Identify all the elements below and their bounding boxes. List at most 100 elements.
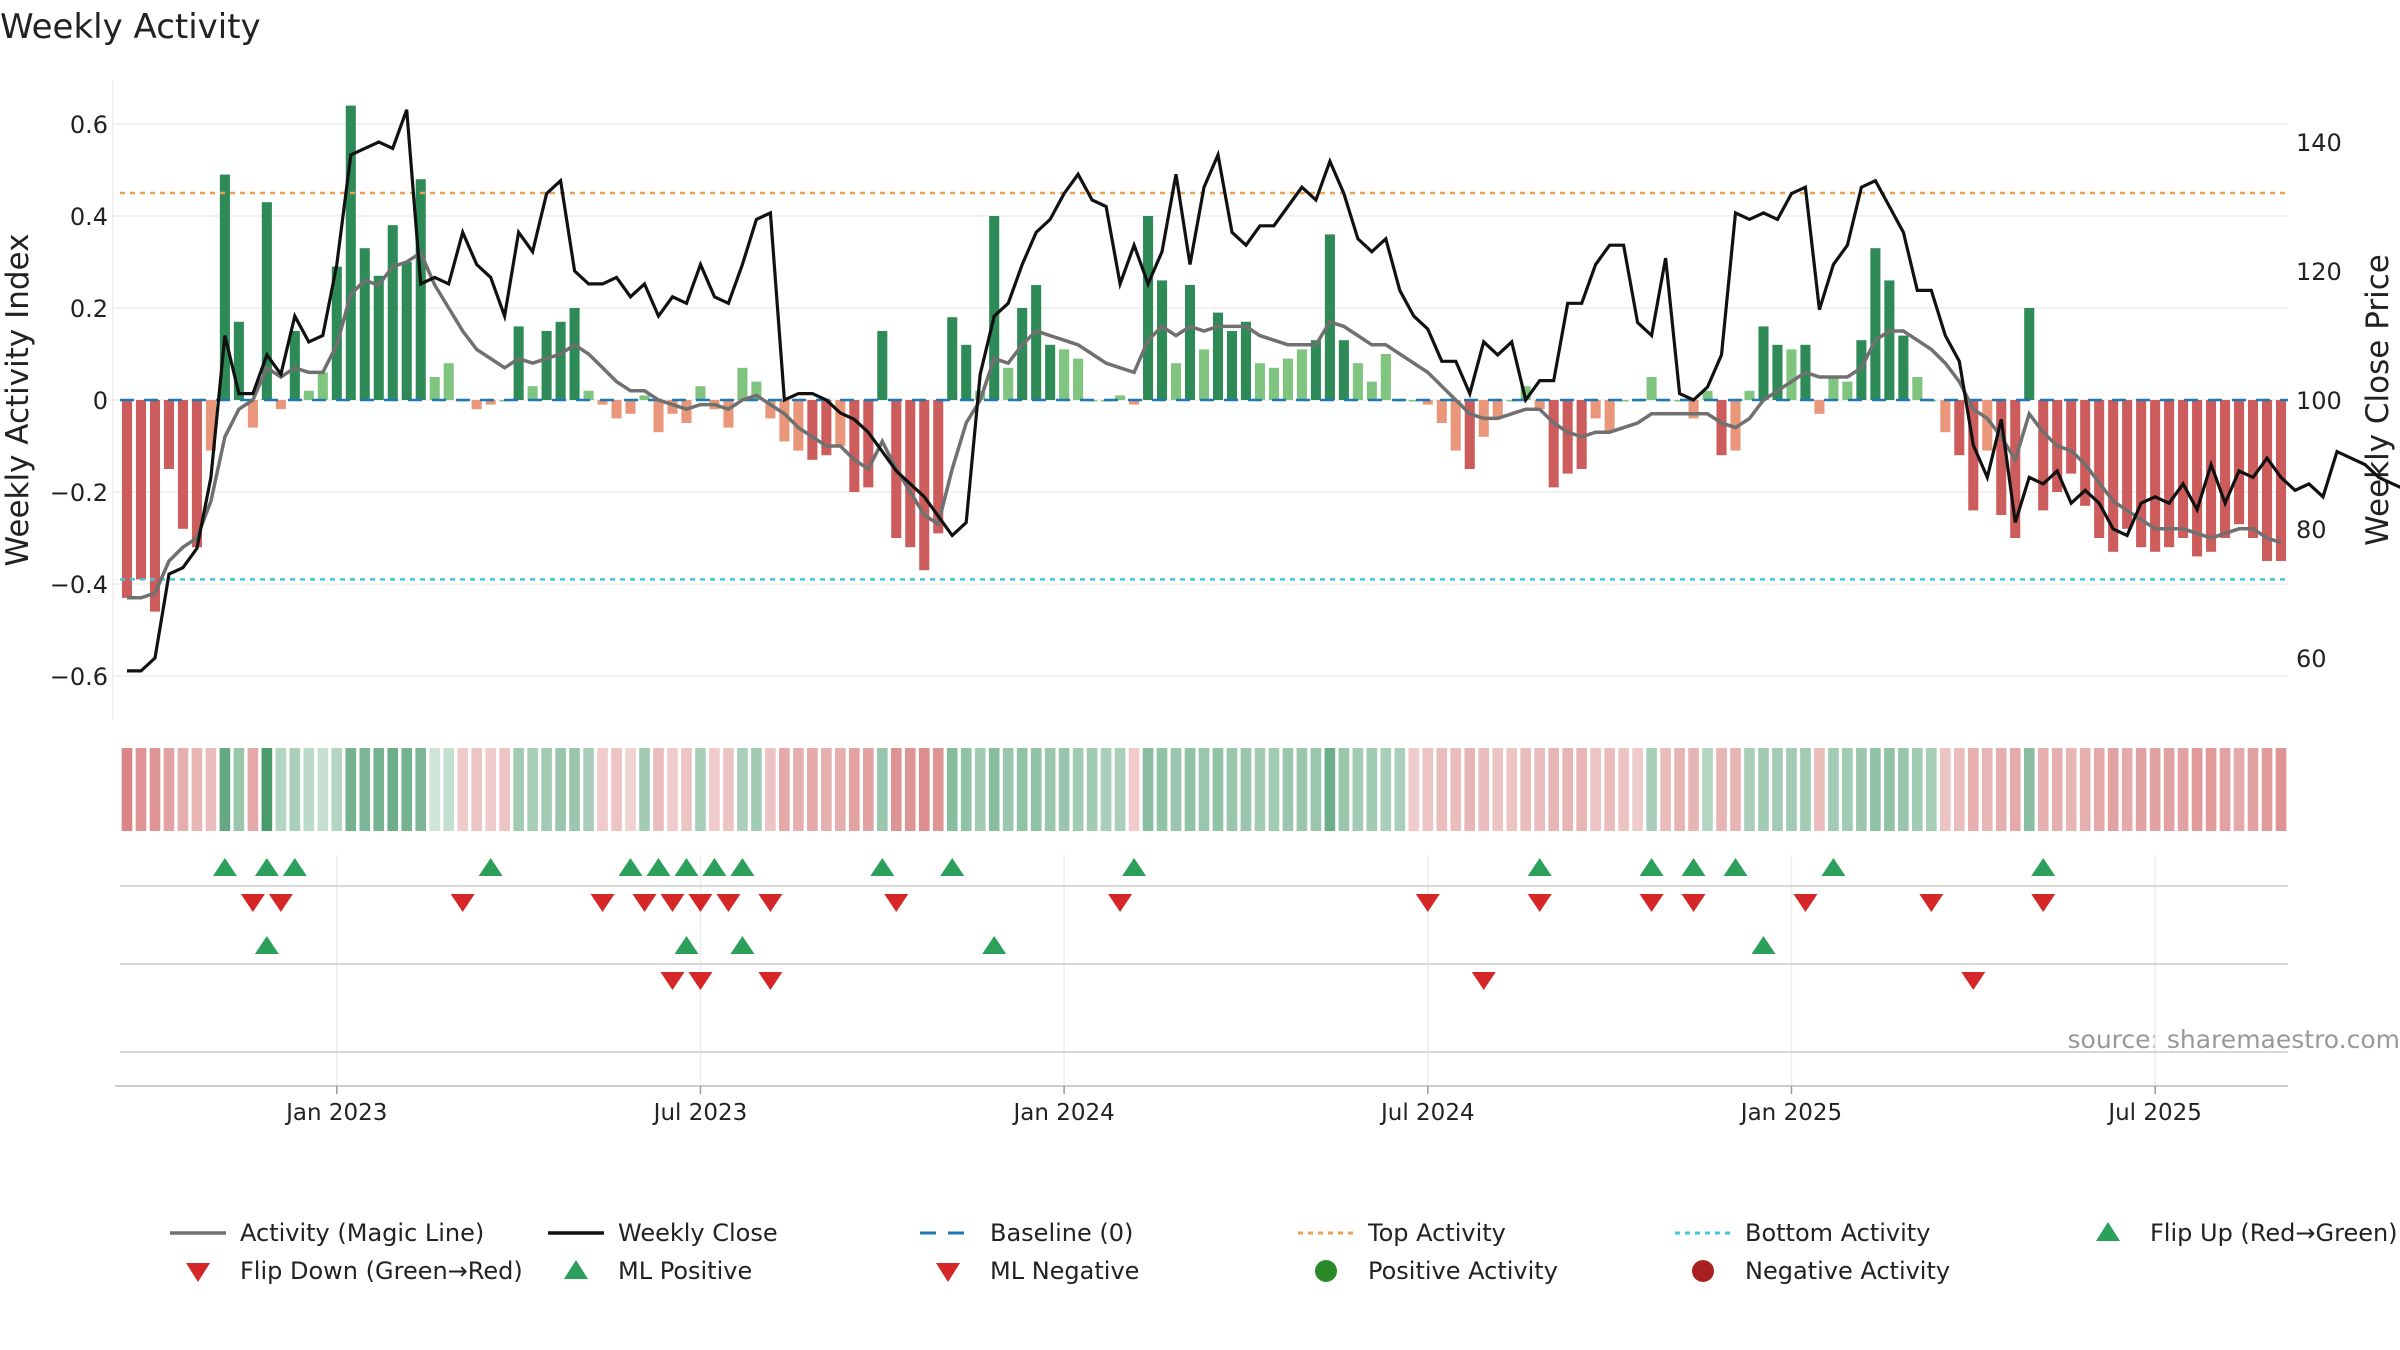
legend-label: Top Activity [1367,1219,1506,1247]
heat-cell [1198,748,1210,831]
heat-cell [611,748,622,831]
activity-bar [1576,400,1587,469]
signal-down-marker [268,894,293,912]
heat-cell [233,748,245,831]
signal-up-marker [212,858,237,876]
signal-down-marker [1108,894,1133,912]
heat-cell [429,748,441,831]
activity-bar [513,326,524,400]
heat-cell [876,748,888,831]
legend-up-swatch [2096,1222,2120,1241]
activity-bar [541,331,552,400]
heat-cell [2177,748,2189,831]
activity-bar [835,400,846,446]
heat-cell [1967,748,1979,831]
signal-up-marker [940,858,965,876]
activity-bar [485,400,496,405]
heat-cell [443,748,455,831]
heat-cell [751,748,762,831]
y-tick-label: 0 [93,387,108,415]
signal-up-marker [702,858,727,876]
heat-cell [1800,748,1811,831]
heat-cell [1450,748,1462,831]
heat-cell [821,748,832,831]
signal-up-marker [1122,858,1147,876]
legend-item-posact: Positive Activity [1315,1257,1558,1285]
activity-bar [443,363,454,400]
activity-bar [1940,400,1951,433]
activity-bar [1143,216,1154,400]
legend-item-top: Top Activity [1298,1219,1506,1247]
heat-cell [1184,748,1196,831]
heat-cell [1604,748,1615,831]
signal-up-marker [982,936,1007,954]
heat-cell [765,748,776,831]
activity-bar [345,105,356,400]
heat-cell [1212,748,1224,831]
heat-cell [862,748,874,831]
heat-cell [1394,748,1406,831]
activity-bar [1254,363,1265,400]
signal-down-marker [1919,894,1944,912]
activity-bar [1996,400,2007,515]
heat-cell [1576,748,1587,831]
heat-cell [177,748,189,831]
heat-cell [639,748,650,831]
activity-bar [1464,400,1475,469]
heat-cell [2163,748,2175,831]
activity-bar [597,400,608,405]
activity-bar [387,225,398,400]
activity-bar [751,381,762,400]
activity-bar [219,174,230,400]
heat-cell [2247,748,2259,831]
activity-bar [961,344,972,400]
y-tick-label: −0.4 [50,571,108,599]
activity-bar [1073,358,1084,400]
activity-bar [135,400,147,580]
activity-bar [2220,400,2231,538]
heat-cell [2037,748,2049,831]
heat-cell [1562,748,1573,831]
heat-cell [149,748,161,831]
heat-cell [1226,748,1238,831]
activity-bar [1814,400,1825,414]
heat-cell [1506,748,1518,831]
heat-cell [1926,748,1937,831]
heat-cell [499,748,510,831]
activity-bar [429,377,440,400]
signal-down-marker [1793,894,1818,912]
x-tick-label: Jul 2024 [1379,1100,1475,1126]
heat-cell [583,748,594,831]
heat-cell [2093,748,2105,831]
activity-bar [2234,400,2245,525]
activity-bar [1157,280,1168,400]
signal-down-marker [660,972,685,990]
signal-up-marker [254,936,279,954]
legend-item-close: Weekly Close [548,1219,778,1247]
heat-cell [1142,748,1154,831]
heat-cell [1548,748,1559,831]
heat-cell [1114,748,1126,831]
heat-cell [275,748,287,831]
activity-bar [415,179,426,400]
heat-cell [835,748,846,831]
activity-bar [1045,344,1056,400]
activity-bar [1506,400,1517,402]
activity-bar [2136,400,2147,548]
activity-bar [1772,344,1783,400]
heat-cell [331,748,343,831]
activity-bar [583,390,594,400]
heat-cell [918,748,930,831]
heat-cell [1422,748,1434,831]
heat-cell [1758,748,1769,831]
activity-bar [2247,400,2259,538]
heat-cell [1786,748,1797,831]
heat-cell [2079,748,2091,831]
activity-bar [821,400,832,456]
activity-bar [639,395,650,400]
activity-bar [2206,400,2217,552]
heat-cell [457,748,468,831]
activity-bar [1688,400,1699,419]
heat-cell [1744,748,1755,831]
signal-up-marker [254,858,279,876]
